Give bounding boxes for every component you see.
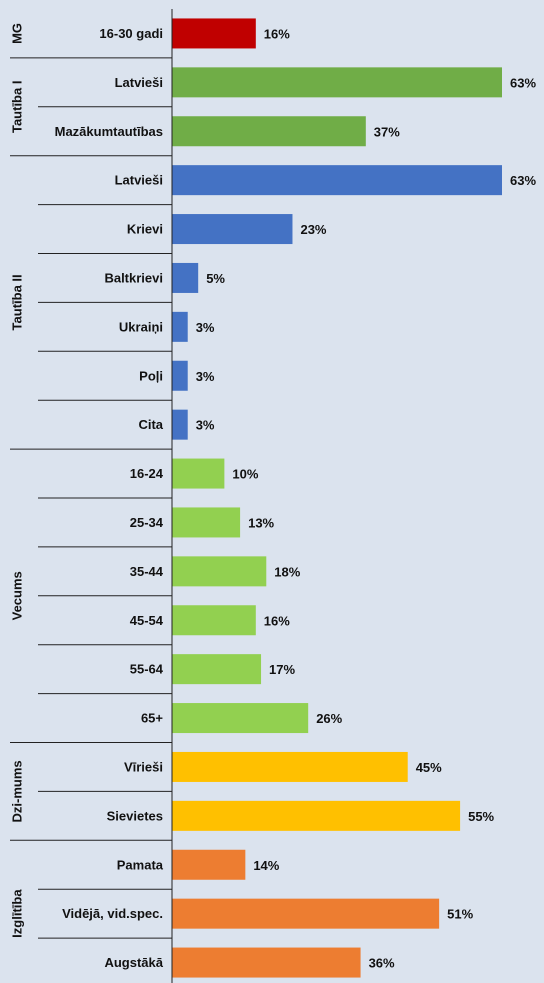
category-label: Ukraiņi <box>119 319 163 334</box>
category-label: 16-24 <box>130 466 164 481</box>
category-label: 25-34 <box>130 515 164 530</box>
value-label: 36% <box>369 956 395 971</box>
bar <box>172 605 256 636</box>
value-label: 16% <box>264 26 290 41</box>
bar <box>172 800 461 831</box>
value-label: 45% <box>416 760 442 775</box>
category-label: Augstākā <box>104 955 163 970</box>
category-label: Baltkrievi <box>104 270 163 285</box>
bar <box>172 898 440 929</box>
category-label: Poļi <box>139 368 163 383</box>
category-label: Latvieši <box>115 75 163 90</box>
value-label: 3% <box>196 320 215 335</box>
value-label: 55% <box>468 809 494 824</box>
group-label: Izglītība <box>9 889 24 938</box>
value-label: 3% <box>196 418 215 433</box>
value-label: 13% <box>248 515 274 530</box>
bar <box>172 214 293 245</box>
category-label: 65+ <box>141 711 163 726</box>
category-label: 55-64 <box>130 662 164 677</box>
category-label: Latvieši <box>115 173 163 188</box>
bar <box>172 116 366 147</box>
value-label: 3% <box>196 369 215 384</box>
group-label: Tautība II <box>9 274 24 330</box>
category-label: Vidējā, vid.spec. <box>62 906 163 921</box>
bar <box>172 849 246 880</box>
category-label: 16-30 gadi <box>99 26 163 41</box>
value-label: 10% <box>232 467 258 482</box>
bar <box>172 947 361 978</box>
group-label: MG <box>9 23 24 44</box>
bar <box>172 556 267 587</box>
value-label: 37% <box>374 124 400 139</box>
value-label: 17% <box>269 662 295 677</box>
bar <box>172 703 309 734</box>
bar <box>172 751 408 782</box>
category-label: Pamata <box>117 857 164 872</box>
value-label: 16% <box>264 613 290 628</box>
category-label: Mazākumtautības <box>55 124 163 139</box>
value-label: 51% <box>447 907 473 922</box>
bar <box>172 67 502 98</box>
value-label: 18% <box>274 564 300 579</box>
bar <box>172 654 262 685</box>
bar <box>172 507 241 538</box>
bar <box>172 18 256 49</box>
group-label: Vecums <box>9 571 24 620</box>
category-label: Cita <box>138 417 163 432</box>
bar <box>172 311 188 342</box>
bar <box>172 409 188 440</box>
bar <box>172 458 225 489</box>
value-label: 26% <box>316 711 342 726</box>
value-label: 14% <box>253 858 279 873</box>
category-label: Sievietes <box>107 808 163 823</box>
category-label: 45-54 <box>130 613 164 628</box>
bar <box>172 165 502 196</box>
group-label: Dzi-mums <box>9 760 24 822</box>
value-label: 63% <box>510 173 536 188</box>
bar <box>172 262 199 293</box>
category-label: 35-44 <box>130 564 164 579</box>
bar <box>172 360 188 391</box>
value-label: 23% <box>300 222 326 237</box>
value-label: 63% <box>510 75 536 90</box>
group-label: Tautība I <box>9 81 24 133</box>
value-label: 5% <box>206 271 225 286</box>
category-label: Vīrieši <box>124 759 163 774</box>
category-label: Krievi <box>127 222 163 237</box>
